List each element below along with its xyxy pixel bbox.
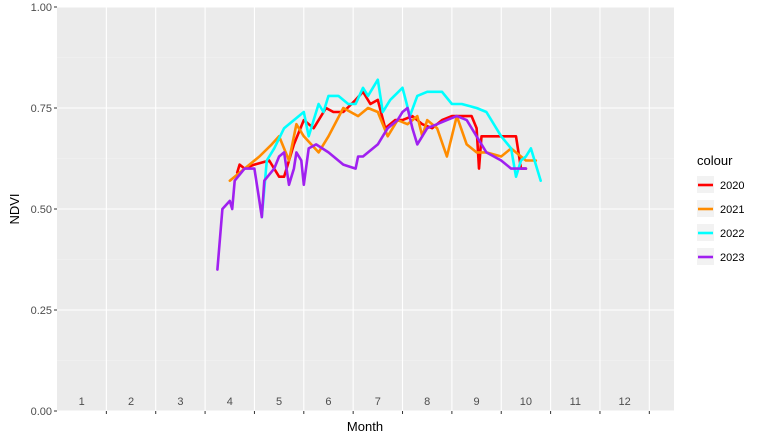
y-tick-label: 1.00 — [31, 2, 52, 14]
grid — [57, 6, 674, 412]
legend-label-2020: 2020 — [720, 180, 744, 192]
month-label: 10 — [520, 396, 532, 408]
y-tick-label: 0.50 — [31, 204, 52, 216]
month-label: 2 — [128, 396, 134, 408]
y-tick-label: 0.25 — [31, 305, 52, 317]
x-axis-title: Month — [347, 419, 383, 434]
y-tick-label: 0.00 — [31, 406, 52, 418]
month-label: 7 — [375, 396, 381, 408]
month-label: 11 — [570, 396, 581, 408]
series-line-2020 — [235, 90, 528, 178]
legend: colour 2020 2021 2022 2023 — [697, 153, 744, 265]
month-label: 4 — [227, 396, 233, 408]
axes: 0.00 0.25 0.50 0.75 1.00 — [31, 2, 650, 418]
month-label: 1 — [79, 396, 85, 408]
y-axis-title: NDVI — [7, 193, 22, 224]
month-label: 5 — [276, 396, 282, 408]
month-label: 3 — [177, 396, 183, 408]
month-label: 12 — [619, 396, 631, 408]
legend-title: colour — [697, 153, 733, 168]
legend-label-2023: 2023 — [720, 252, 744, 264]
legend-label-2021: 2021 — [720, 204, 744, 216]
month-label: 8 — [424, 396, 430, 408]
month-labels: 1 2 3 4 5 6 7 8 9 10 11 12 — [79, 396, 631, 408]
series-line-2022 — [260, 78, 542, 219]
month-label: 9 — [473, 396, 479, 408]
series-lines — [216, 78, 542, 271]
series-line-2023 — [216, 106, 528, 271]
legend-label-2022: 2022 — [720, 228, 744, 240]
month-label: 6 — [325, 396, 331, 408]
y-tick-label: 0.75 — [31, 103, 52, 115]
